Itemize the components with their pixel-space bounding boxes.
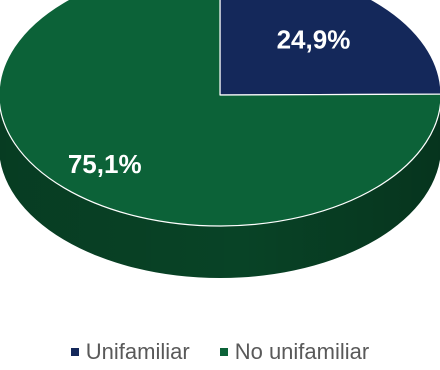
pie-slice-unifamiliar	[219, 0, 440, 96]
data-label-no-unifamiliar: 75,1%	[68, 149, 142, 179]
pie-chart: 24,9% 75,1%	[0, 0, 440, 278]
legend-item-unifamiliar: Unifamiliar	[70, 339, 190, 365]
pie-side-shade-no-unifamiliar	[0, 106, 440, 278]
legend-swatch-no-unifamiliar	[219, 348, 228, 356]
legend-label-unifamiliar: Unifamiliar	[85, 339, 190, 364]
data-label-unifamiliar: 24,9%	[277, 24, 351, 54]
pie-slice-no-unifamiliar	[0, 0, 440, 227]
legend-label-no-unifamiliar: No unifamiliar	[234, 339, 370, 364]
pie-slices	[0, 0, 440, 227]
data-labels: 24,9% 75,1%	[68, 24, 350, 179]
legend-swatch-unifamiliar	[70, 348, 79, 356]
legend: Unifamiliar No unifamiliar	[0, 338, 440, 366]
legend-item-no-unifamiliar: No unifamiliar	[219, 339, 370, 365]
pie-side-walls	[0, 106, 440, 278]
